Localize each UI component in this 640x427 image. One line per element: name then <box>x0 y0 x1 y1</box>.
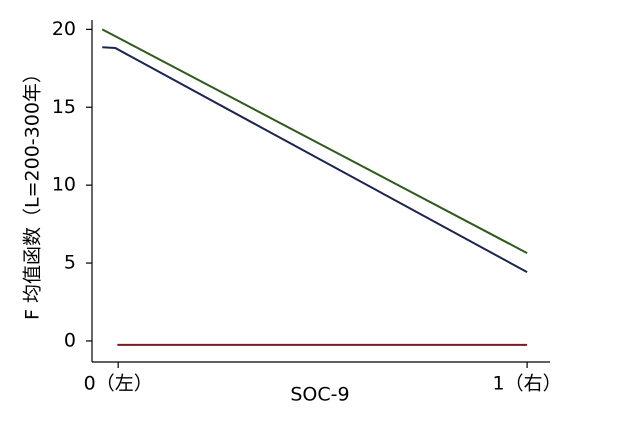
x-tick-label: 1（右） <box>493 373 562 395</box>
y-tick-label: 0 <box>64 329 76 351</box>
x-tick-label: 0（左） <box>84 373 153 395</box>
x-axis-label: SOC-9 <box>290 384 349 406</box>
line-series <box>102 46 528 273</box>
y-tick-label: 10 <box>52 174 76 196</box>
y-tick-label: 20 <box>52 18 76 40</box>
y-axis-label: F 均值函数（L=200-300年） <box>22 64 44 320</box>
line-series <box>101 28 528 254</box>
y-tick-label: 5 <box>64 252 76 274</box>
y-tick-label: 15 <box>52 96 76 118</box>
